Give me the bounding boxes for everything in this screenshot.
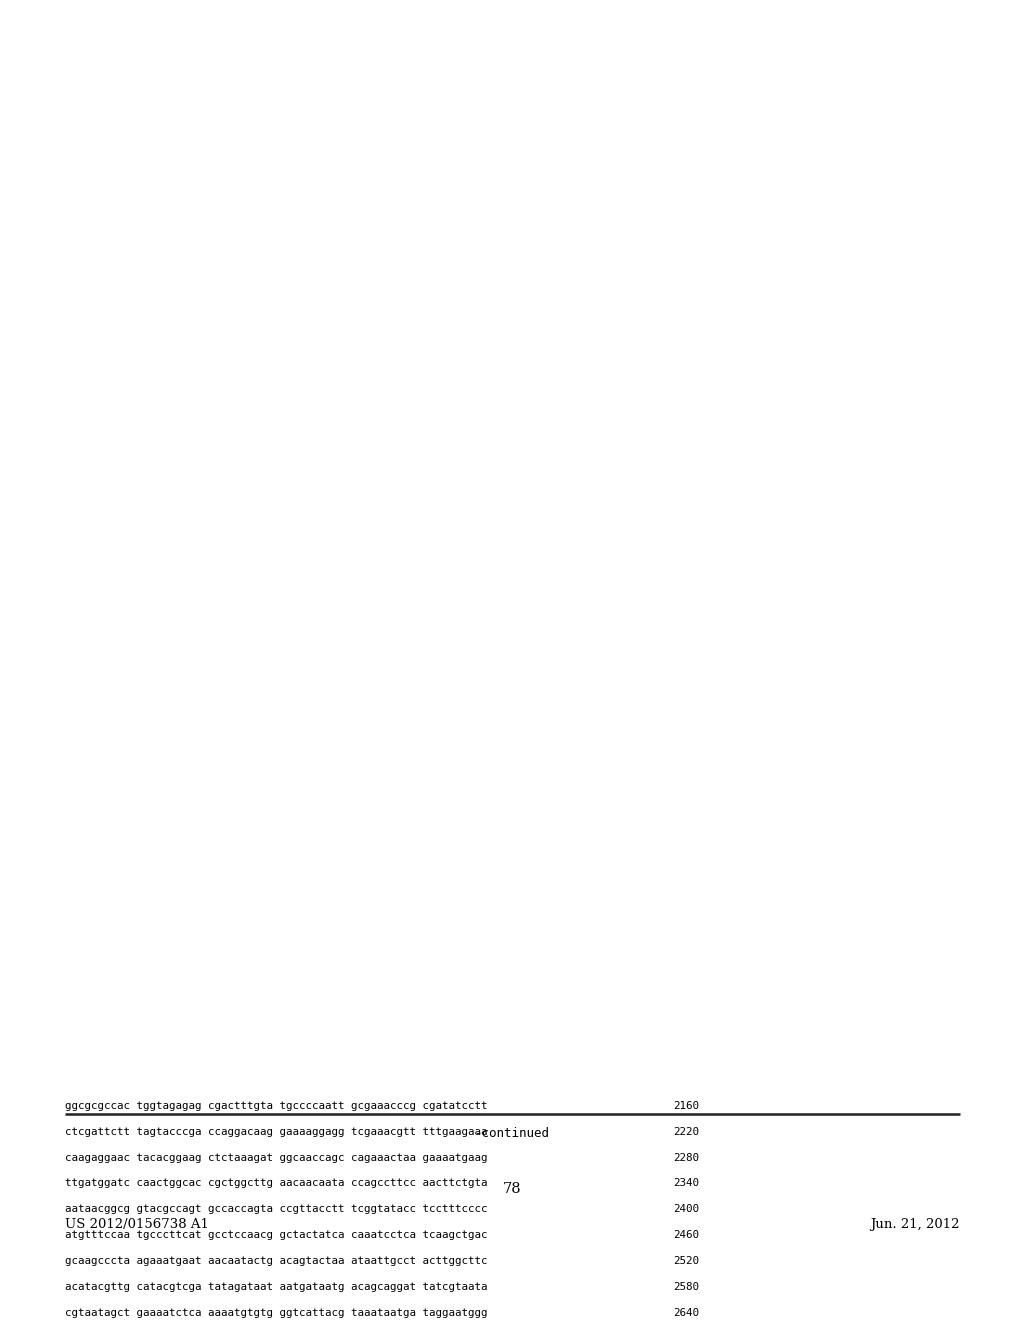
Text: 2580: 2580 xyxy=(673,1282,699,1292)
Text: 2340: 2340 xyxy=(673,1179,699,1188)
Text: acatacgttg catacgtcga tatagataat aatgataatg acagcaggat tatcgtaata: acatacgttg catacgtcga tatagataat aatgata… xyxy=(65,1282,487,1292)
Text: 2520: 2520 xyxy=(673,1257,699,1266)
Text: 2400: 2400 xyxy=(673,1204,699,1214)
Text: 2220: 2220 xyxy=(673,1127,699,1137)
Text: ggcgcgccac tggtagagag cgactttgta tgccccaatt gcgaaacccg cgatatcctt: ggcgcgccac tggtagagag cgactttgta tgcccca… xyxy=(65,1101,487,1111)
Text: 2460: 2460 xyxy=(673,1230,699,1241)
Text: ttgatggatc caactggcac cgctggcttg aacaacaata ccagccttcc aacttctgta: ttgatggatc caactggcac cgctggcttg aacaaca… xyxy=(65,1179,487,1188)
Text: -continued: -continued xyxy=(474,1127,550,1140)
Text: 2640: 2640 xyxy=(673,1308,699,1317)
Text: US 2012/0156738 A1: US 2012/0156738 A1 xyxy=(65,1218,209,1232)
Text: Jun. 21, 2012: Jun. 21, 2012 xyxy=(870,1218,961,1232)
Text: gcaagcccta agaaatgaat aacaatactg acagtactaa ataattgcct acttggcttc: gcaagcccta agaaatgaat aacaatactg acagtac… xyxy=(65,1257,487,1266)
Text: 2280: 2280 xyxy=(673,1152,699,1163)
Text: 78: 78 xyxy=(503,1183,521,1196)
Text: atgtttccaa tgcccttcat gcctccaacg gctactatca caaatcctca tcaagctgac: atgtttccaa tgcccttcat gcctccaacg gctacta… xyxy=(65,1230,487,1241)
Text: caagaggaac tacacggaag ctctaaagat ggcaaccagc cagaaactaa gaaaatgaag: caagaggaac tacacggaag ctctaaagat ggcaacc… xyxy=(65,1152,487,1163)
Text: ctcgattctt tagtacccga ccaggacaag gaaaaggagg tcgaaacgtt tttgaagaaa: ctcgattctt tagtacccga ccaggacaag gaaaagg… xyxy=(65,1127,487,1137)
Text: 2160: 2160 xyxy=(673,1101,699,1111)
Text: aataacggcg gtacgccagt gccaccagta ccgttacctt tcggtatacc tcctttcccc: aataacggcg gtacgccagt gccaccagta ccgttac… xyxy=(65,1204,487,1214)
Text: cgtaatagct gaaaatctca aaaatgtgtg ggtcattacg taaataatga taggaatggg: cgtaatagct gaaaatctca aaaatgtgtg ggtcatt… xyxy=(65,1308,487,1317)
